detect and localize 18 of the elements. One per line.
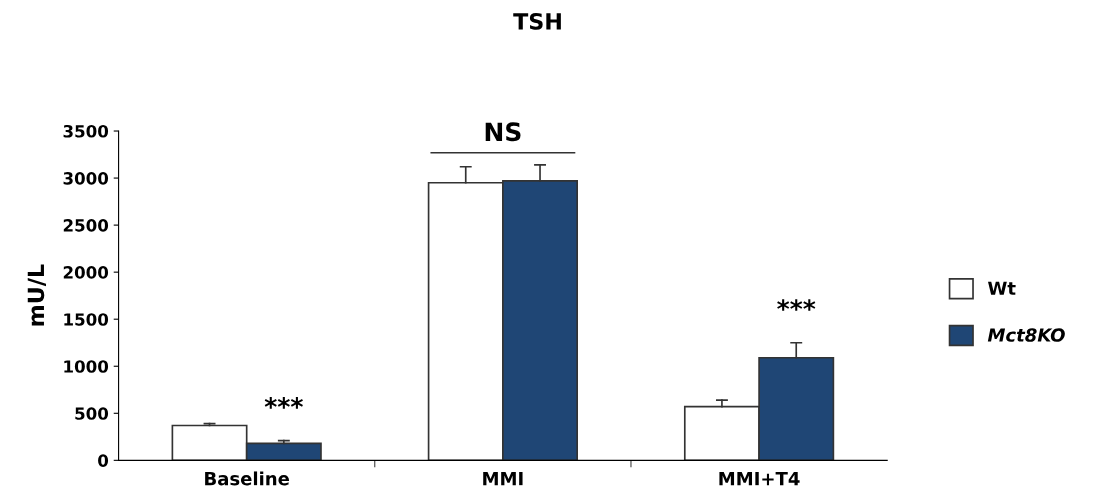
y-tick-label: 2000 (63, 266, 109, 279)
legend-label: Mct8KO (987, 328, 1065, 342)
y-tick-label: 1000 (64, 360, 109, 373)
x-tick-label: MMI (483, 472, 523, 486)
y-tick-label: 3000 (63, 172, 109, 185)
annotation: *** (777, 299, 816, 311)
y-axis-title: mU/L (27, 264, 47, 326)
x-tick-label: MMI+T4 (719, 472, 800, 486)
x-tick-label: Baseline (205, 471, 290, 486)
annotation: NS (485, 122, 521, 142)
y-tick-label: 0 (98, 454, 109, 467)
y-tick-label: 1500 (64, 313, 109, 326)
y-tick-label: 500 (75, 407, 109, 420)
y-tick-label: 3500 (63, 124, 109, 138)
annotation: *** (264, 397, 303, 409)
y-tick-label: 2500 (63, 219, 109, 232)
chart-title: TSH (513, 12, 561, 30)
legend-label: Wt (988, 281, 1016, 295)
